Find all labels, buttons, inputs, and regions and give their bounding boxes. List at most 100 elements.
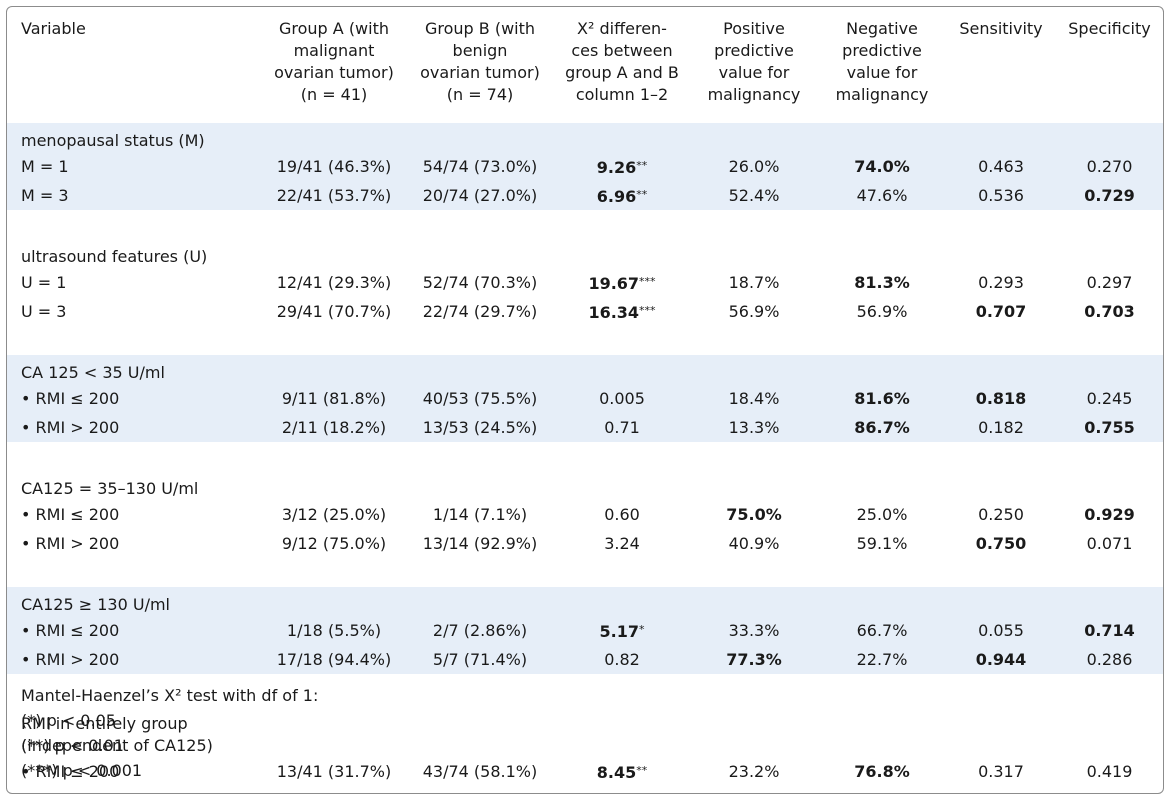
cell-value: 52/74 (70.3%) <box>422 272 538 292</box>
cell-a: 19/41 (46.3%) <box>262 152 406 181</box>
cell-value: 86.7% <box>854 417 910 437</box>
footnote-p001: (***) p < 0.001 <box>21 761 143 780</box>
cell-ppv: 26.0% <box>690 152 818 181</box>
cell-value: 0.703 <box>1084 301 1135 321</box>
cell-ppv: 56.9% <box>690 297 818 326</box>
cell-value: 9.26 <box>596 157 637 177</box>
cell-a: 12/41 (29.3%) <box>262 268 406 297</box>
cell-value: 22/41 (53.7%) <box>276 185 392 205</box>
row-label: • RMI > 200 <box>21 533 120 553</box>
empty-cell <box>1056 587 1163 616</box>
table-row: U = 1 12/41 (29.3%) 52/74 (70.3%) 19.67*** 1… <box>7 268 1163 297</box>
empty-cell <box>1056 703 1163 757</box>
cell-ppv: 40.9% <box>690 529 818 558</box>
cell-chi: 0.005 <box>554 384 690 413</box>
table-row: M = 1 19/41 (46.3%) 54/74 (73.0%) 9.26** 26.… <box>7 152 1163 181</box>
footnote-p05: (*) p < 0.05 <box>21 711 116 730</box>
cell-value: 56.9% <box>856 301 908 321</box>
cell-value: 13/14 (92.9%) <box>422 533 538 553</box>
cell-b: 52/74 (70.3%) <box>406 268 554 297</box>
cell-value: 33.3% <box>728 620 780 640</box>
row-label: • RMI ≤ 200 <box>21 504 120 524</box>
cell-value: 18.4% <box>728 388 780 408</box>
empty-cell <box>262 123 406 152</box>
cell-npv: 76.8% <box>818 757 946 786</box>
cell-b: 2/7 (2.86%) <box>406 616 554 645</box>
cell-value: 47.5% <box>729 791 780 794</box>
cell-value: 0.005 <box>599 388 645 408</box>
empty-cell <box>406 123 554 152</box>
cell-npv: 74.0% <box>818 152 946 181</box>
cell-npv: 66.7% <box>818 616 946 645</box>
cell-chi: 16.34*** <box>554 297 690 326</box>
cell-value: 75.0% <box>726 504 782 524</box>
row-label: • RMI > 200 <box>7 786 262 794</box>
cell-ppv: 52.4% <box>690 181 818 210</box>
empty-cell <box>946 123 1056 152</box>
cell-value: 0.463 <box>978 156 1024 176</box>
empty-cell <box>690 703 818 757</box>
cell-value: 9/12 (75.0%) <box>281 533 387 553</box>
cell-value: 3.24 <box>604 533 640 553</box>
section-title-row: CA 125 < 35 U/ml <box>7 355 1163 384</box>
header-chi-square: X² differen- ces between group A and B c… <box>565 19 679 104</box>
empty-cell <box>818 123 946 152</box>
cell-ppv: 18.4% <box>690 384 818 413</box>
section-title-row: CA125 ≥ 130 U/ml <box>7 587 1163 616</box>
cell-a: 9/11 (81.8%) <box>262 384 406 413</box>
section-gap-cell <box>7 442 1163 471</box>
cell-value: 1/18 (5.5%) <box>286 620 382 640</box>
empty-cell <box>554 471 690 500</box>
cell-ppv: 75.0% <box>690 500 818 529</box>
cell-chi: 6.34* <box>554 786 690 794</box>
row-label: M = 3 <box>7 181 262 210</box>
empty-cell <box>818 471 946 500</box>
cell-chi: 0.82 <box>554 645 690 674</box>
cell-value: 47.6% <box>856 185 908 205</box>
header-ppv: Positive predictive value for malignancy <box>707 19 801 104</box>
empty-cell <box>262 239 406 268</box>
section-gap <box>7 326 1163 355</box>
header-variable: Variable <box>21 19 86 38</box>
cell-value: 13.3% <box>728 417 780 437</box>
cell-a: 1/18 (5.5%) <box>262 616 406 645</box>
cell-sens: 0.944 <box>946 645 1056 674</box>
cell-b: 43/74 (58.1%) <box>406 757 554 786</box>
row-label: • RMI ≤ 200 <box>21 761 120 781</box>
cell-value: 66.7% <box>856 620 908 640</box>
section-title: ultrasound features (U) <box>21 247 208 266</box>
cell-chi: 9.26** <box>554 152 690 181</box>
empty-cell <box>1056 355 1163 384</box>
cell-npv: 22.7% <box>818 645 946 674</box>
cell-a: 28/41 (68.3%) <box>262 786 406 794</box>
cell-value: 0.536 <box>978 185 1024 205</box>
section-gap-cell <box>7 326 1163 355</box>
empty-cell <box>818 587 946 616</box>
cell-spec: 0.297 <box>1056 268 1163 297</box>
cell-value: 0.182 <box>978 417 1024 437</box>
cell-value: 0.419 <box>1086 761 1133 781</box>
cell-ppv: 33.3% <box>690 616 818 645</box>
cell-sens: 0.182 <box>946 413 1056 442</box>
cell-value: 56.9% <box>728 301 780 321</box>
cell-sens: 0.536 <box>946 181 1056 210</box>
row-label: U = 3 <box>21 301 67 321</box>
cell-ppv: 77.3% <box>690 645 818 674</box>
cell-value: 0.729 <box>1084 185 1135 205</box>
empty-cell <box>690 355 818 384</box>
empty-cell <box>554 355 690 384</box>
cell-value: 20/74 (27.0%) <box>422 185 538 205</box>
cell-value: 43/74 (58.1%) <box>422 761 538 781</box>
cell-a: 22/41 (53.7%) <box>262 181 406 210</box>
cell-a: 2/11 (18.2%) <box>262 413 406 442</box>
cell-value: 0.270 <box>1086 156 1133 176</box>
empty-cell <box>946 239 1056 268</box>
cell-value: 2/11 (18.2%) <box>281 417 387 437</box>
empty-cell <box>554 703 690 757</box>
cell-spec: 0.286 <box>1056 645 1163 674</box>
section-gap <box>7 674 1163 703</box>
cell-b: 20/74 (27.0%) <box>406 181 554 210</box>
empty-cell <box>946 471 1056 500</box>
section-title: menopausal status (M) <box>7 123 262 152</box>
empty-cell <box>262 355 406 384</box>
